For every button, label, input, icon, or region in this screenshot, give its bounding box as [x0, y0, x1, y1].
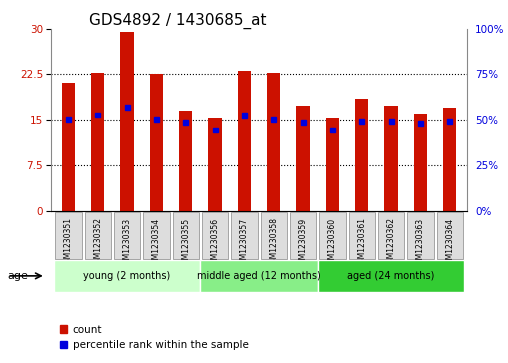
FancyBboxPatch shape: [407, 212, 434, 258]
Text: middle aged (12 months): middle aged (12 months): [197, 271, 321, 281]
Bar: [326, 118, 339, 211]
Legend: count, percentile rank within the sample: count, percentile rank within the sample: [56, 321, 252, 354]
Bar: [330, 128, 335, 132]
Bar: [242, 113, 247, 118]
FancyBboxPatch shape: [54, 260, 201, 291]
Text: GSM1230352: GSM1230352: [93, 217, 102, 268]
Bar: [183, 121, 188, 125]
Bar: [443, 108, 456, 211]
Bar: [91, 73, 104, 211]
FancyBboxPatch shape: [114, 212, 140, 258]
Text: GSM1230356: GSM1230356: [211, 217, 219, 269]
Bar: [355, 99, 368, 211]
Text: GSM1230355: GSM1230355: [181, 217, 190, 269]
Bar: [271, 117, 276, 122]
Text: GDS4892 / 1430685_at: GDS4892 / 1430685_at: [89, 13, 267, 29]
FancyBboxPatch shape: [378, 212, 404, 258]
Text: GSM1230361: GSM1230361: [357, 217, 366, 268]
Bar: [414, 114, 427, 211]
FancyBboxPatch shape: [348, 212, 375, 258]
FancyBboxPatch shape: [173, 212, 199, 258]
Bar: [179, 111, 193, 211]
Text: GSM1230351: GSM1230351: [64, 217, 73, 268]
Bar: [124, 105, 130, 110]
Text: GSM1230358: GSM1230358: [269, 217, 278, 268]
Text: GSM1230357: GSM1230357: [240, 217, 249, 269]
Text: GSM1230353: GSM1230353: [122, 217, 132, 269]
Bar: [95, 113, 100, 117]
Bar: [267, 73, 280, 211]
Bar: [150, 74, 163, 211]
Bar: [447, 119, 452, 124]
Bar: [154, 117, 159, 122]
Text: GSM1230360: GSM1230360: [328, 217, 337, 269]
Bar: [385, 106, 398, 211]
Text: age: age: [8, 271, 28, 281]
FancyBboxPatch shape: [231, 212, 258, 258]
Bar: [301, 120, 306, 125]
FancyBboxPatch shape: [201, 260, 318, 291]
FancyBboxPatch shape: [143, 212, 170, 258]
Bar: [389, 119, 394, 124]
FancyBboxPatch shape: [290, 212, 316, 258]
FancyBboxPatch shape: [318, 260, 464, 291]
Text: GSM1230359: GSM1230359: [299, 217, 307, 269]
Text: GSM1230363: GSM1230363: [416, 217, 425, 269]
Bar: [359, 119, 364, 124]
FancyBboxPatch shape: [436, 212, 463, 258]
Bar: [208, 118, 221, 211]
Text: GSM1230354: GSM1230354: [152, 217, 161, 269]
Bar: [66, 117, 71, 122]
Bar: [212, 128, 217, 132]
FancyBboxPatch shape: [261, 212, 287, 258]
FancyBboxPatch shape: [202, 212, 228, 258]
Bar: [418, 121, 423, 126]
Text: young (2 months): young (2 months): [83, 271, 171, 281]
Bar: [238, 71, 251, 211]
FancyBboxPatch shape: [84, 212, 111, 258]
Bar: [62, 83, 75, 211]
Bar: [297, 106, 310, 211]
FancyBboxPatch shape: [319, 212, 345, 258]
Text: aged (24 months): aged (24 months): [347, 271, 435, 281]
FancyBboxPatch shape: [55, 212, 82, 258]
Bar: [120, 32, 134, 211]
Text: GSM1230364: GSM1230364: [445, 217, 454, 269]
Text: GSM1230362: GSM1230362: [387, 217, 396, 268]
